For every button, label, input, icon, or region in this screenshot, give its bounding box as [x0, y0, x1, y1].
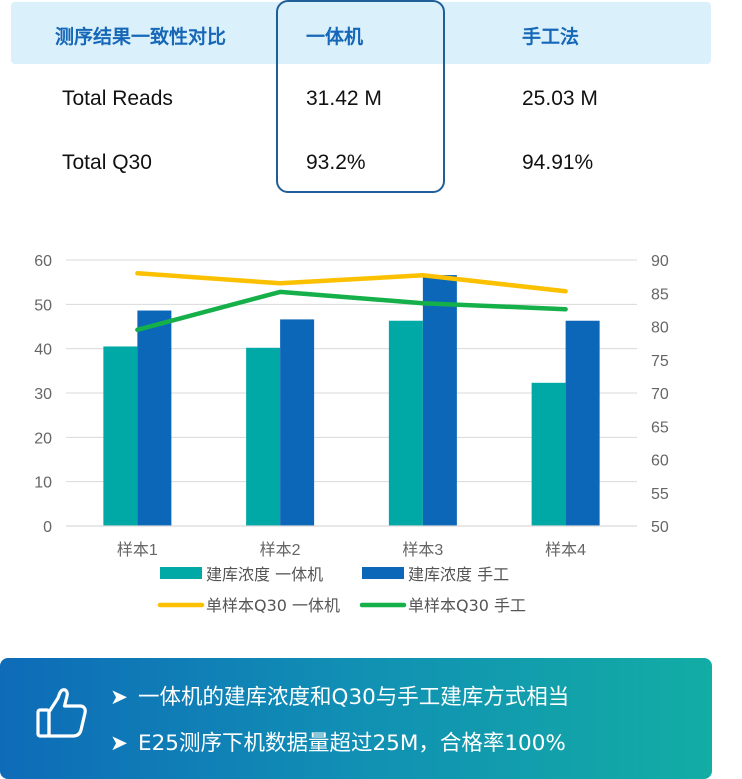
conclusion-banner: ➤ 一体机的建库浓度和Q30与手工建库方式相当 ➤ E25测序下机数据量超过25M，… [0, 658, 712, 779]
x-axis-tick-label: 样本2 [260, 541, 301, 559]
y2-axis-tick-label: 55 [651, 486, 669, 503]
bar [246, 347, 281, 526]
table-header-integrated: 一体机 [306, 26, 364, 48]
y-axis-tick-label: 10 [34, 475, 52, 492]
combo-chart: 0 10 20 30 40 50 60 50 55 60 65 70 75 80 85 90 样本1 样本2 样本3… [34, 253, 669, 615]
table-row-label: Total Q30 [62, 151, 152, 174]
series-line [135, 271, 568, 294]
conclusion-text: E25测序下机数据量超过25M，合格率100% [138, 731, 566, 756]
x-axis-tick-label: 样本4 [545, 541, 586, 559]
y2-axis-tick-label: 70 [651, 386, 669, 403]
y2-axis-tick-label: 80 [651, 320, 669, 337]
y2-axis-tick-label: 75 [651, 353, 669, 370]
table-header-background [11, 2, 711, 64]
table-cell: 25.03 M [522, 87, 598, 110]
y2-axis-tick-label: 90 [651, 253, 669, 270]
y2-axis-tick-label: 50 [651, 519, 669, 536]
table-cell: 94.91% [522, 151, 594, 174]
x-axis-tick-label: 样本1 [117, 541, 158, 559]
arrow-bullet-icon: ➤ [110, 731, 129, 756]
y2-axis-tick-label: 60 [651, 453, 669, 470]
legend-swatch [160, 567, 202, 579]
table-cell: 93.2% [306, 151, 366, 174]
bar [280, 319, 315, 526]
legend-label: 建库浓度 一体机 [206, 565, 323, 584]
table-cell: 31.42 M [306, 87, 382, 110]
table-row-label: Total Reads [62, 87, 173, 110]
highlight-column-box [276, 0, 445, 193]
conclusion-line-1: ➤ 一体机的建库浓度和Q30与手工建库方式相当 [110, 680, 569, 711]
x-axis-tick-label: 样本3 [402, 541, 443, 559]
legend-swatch [362, 567, 404, 579]
y2-axis-tick-label: 85 [651, 286, 669, 303]
bar [137, 310, 172, 526]
y-axis-tick-label: 40 [34, 342, 52, 359]
y2-axis-tick-label: 65 [651, 419, 669, 436]
conclusion-text: 一体机的建库浓度和Q30与手工建库方式相当 [138, 685, 570, 710]
thumbs-up-icon [36, 688, 87, 738]
legend-label: 单样本Q30 一体机 [206, 596, 340, 615]
y-axis-tick-label: 50 [34, 297, 52, 314]
series-line [135, 289, 568, 333]
table-header-manual: 手工法 [522, 26, 580, 48]
bar [388, 320, 423, 526]
legend-label: 建库浓度 手工 [408, 565, 509, 584]
bar [422, 275, 457, 526]
bar [531, 382, 566, 526]
bar [565, 320, 600, 526]
arrow-bullet-icon: ➤ [110, 685, 129, 710]
y-axis-tick-label: 30 [34, 386, 52, 403]
y-axis-tick-label: 20 [34, 430, 52, 447]
y-axis-tick-label: 0 [43, 519, 52, 536]
conclusion-line-2: ➤ E25测序下机数据量超过25M，合格率100% [110, 726, 566, 757]
table-header-title: 测序结果一致性对比 [55, 26, 227, 48]
bar [103, 346, 138, 526]
y-axis-tick-label: 60 [34, 253, 52, 270]
legend-label: 单样本Q30 手工 [408, 596, 526, 615]
